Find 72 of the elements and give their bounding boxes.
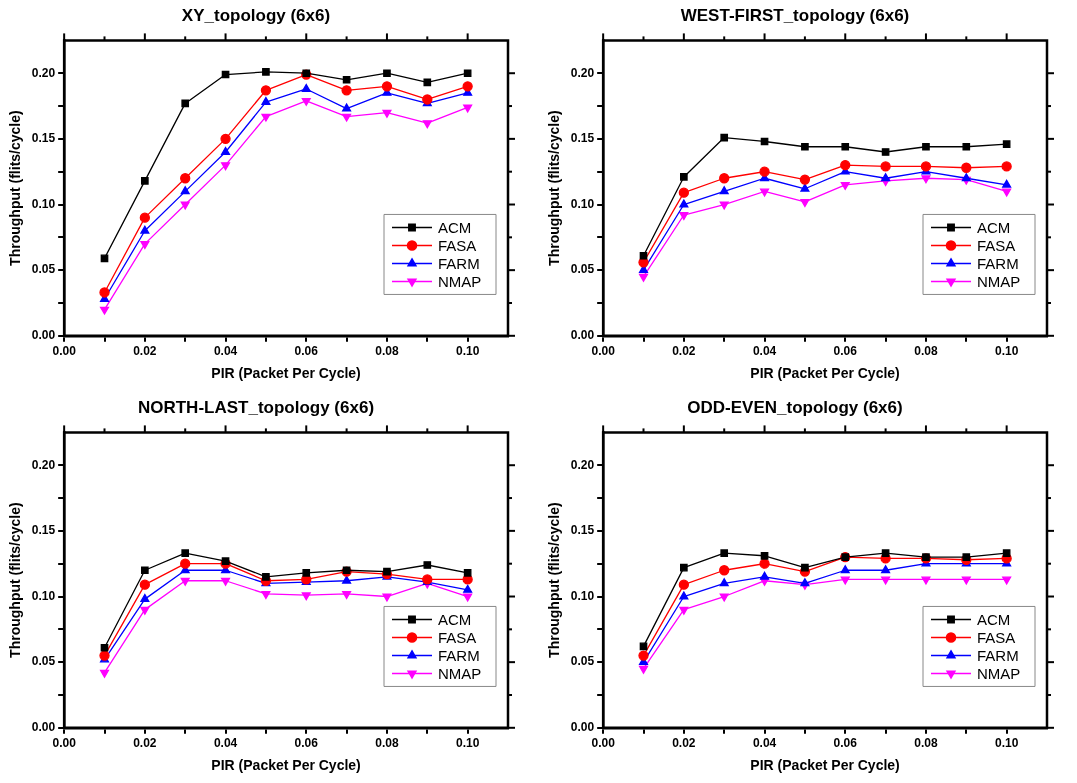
y-tick-label: 0.15 [31, 523, 56, 538]
x-tick-label: 0.06 [833, 344, 858, 359]
x-tick-label: 0.00 [52, 736, 77, 751]
x-tick-label: 0.08 [375, 736, 399, 751]
x-tick-label: 0.02 [133, 736, 157, 751]
chart-title: XY_topology (6x6) [181, 5, 331, 25]
legend-label: NMAP [438, 272, 482, 290]
y-tick-label: 0.00 [31, 720, 56, 735]
y-tick-label: 0.00 [570, 720, 595, 735]
legend-label: FARM [977, 646, 1019, 664]
x-tick-label: 0.10 [455, 344, 480, 359]
y-tick-label: 0.15 [570, 523, 595, 538]
y-axis-title: Throughput (flits/cycle) [546, 110, 563, 266]
x-tick-label: 0.02 [133, 344, 157, 359]
x-axis-title: PIR (Packet Per Cycle) [750, 365, 900, 382]
y-tick-label: 0.20 [31, 457, 56, 472]
x-tick-label: 0.10 [994, 344, 1019, 359]
x-tick-label: 0.08 [914, 344, 938, 359]
y-tick-label: 0.05 [31, 262, 56, 277]
y-axis-title: Throughput (flits/cycle) [7, 110, 24, 266]
x-tick-label: 0.02 [672, 344, 696, 359]
legend-label: NMAP [977, 664, 1021, 682]
x-tick-label: 0.04 [752, 344, 777, 359]
y-tick-label: 0.10 [570, 588, 595, 603]
y-tick-label: 0.15 [570, 131, 595, 146]
chart-title: NORTH-LAST_topology (6x6) [137, 397, 375, 417]
legend-label: FARM [977, 254, 1019, 272]
y-tick-label: 0.10 [570, 196, 595, 211]
x-tick-label: 0.06 [833, 736, 858, 751]
x-tick-label: 0.00 [591, 736, 616, 751]
x-tick-label: 0.00 [52, 344, 77, 359]
y-tick-label: 0.10 [31, 196, 56, 211]
legend-label: ACM [977, 610, 1011, 628]
y-tick-label: 0.05 [31, 654, 56, 669]
chart-title: ODD-EVEN_topology (6x6) [687, 397, 903, 417]
x-axis-title: PIR (Packet Per Cycle) [211, 365, 361, 382]
legend-label: FASA [977, 236, 1016, 254]
legend-label: FARM [438, 254, 480, 272]
y-tick-label: 0.00 [570, 328, 595, 343]
y-tick-label: 0.20 [570, 65, 595, 80]
x-tick-label: 0.04 [213, 736, 238, 751]
x-tick-label: 0.06 [294, 736, 319, 751]
x-tick-label: 0.08 [914, 736, 938, 751]
legend-label: ACM [977, 218, 1011, 236]
legend-label: NMAP [438, 664, 482, 682]
x-tick-label: 0.10 [994, 736, 1019, 751]
y-tick-label: 0.00 [31, 328, 56, 343]
x-tick-label: 0.06 [294, 344, 319, 359]
legend-label: NMAP [977, 272, 1021, 290]
y-tick-label: 0.05 [570, 262, 595, 277]
x-axis-title: PIR (Packet Per Cycle) [750, 757, 900, 774]
legend-label: ACM [438, 610, 472, 628]
chart-title: WEST-FIRST_topology (6x6) [680, 5, 910, 25]
legend-label: FARM [438, 646, 480, 664]
legend-label: ACM [438, 218, 472, 236]
y-tick-label: 0.20 [570, 457, 595, 472]
x-tick-label: 0.00 [591, 344, 616, 359]
y-tick-label: 0.05 [570, 654, 595, 669]
x-tick-label: 0.08 [375, 344, 399, 359]
y-axis-title: Throughput (flits/cycle) [7, 502, 24, 658]
legend-label: FASA [438, 628, 477, 646]
y-tick-label: 0.15 [31, 131, 56, 146]
legend-label: FASA [977, 628, 1016, 646]
x-tick-label: 0.04 [752, 736, 777, 751]
x-tick-label: 0.02 [672, 736, 696, 751]
legend-label: FASA [438, 236, 477, 254]
y-axis-title: Throughput (flits/cycle) [546, 502, 563, 658]
y-tick-label: 0.20 [31, 65, 56, 80]
x-axis-title: PIR (Packet Per Cycle) [211, 757, 361, 774]
y-tick-label: 0.10 [31, 588, 56, 603]
x-tick-label: 0.04 [213, 344, 238, 359]
x-tick-label: 0.10 [455, 736, 480, 751]
